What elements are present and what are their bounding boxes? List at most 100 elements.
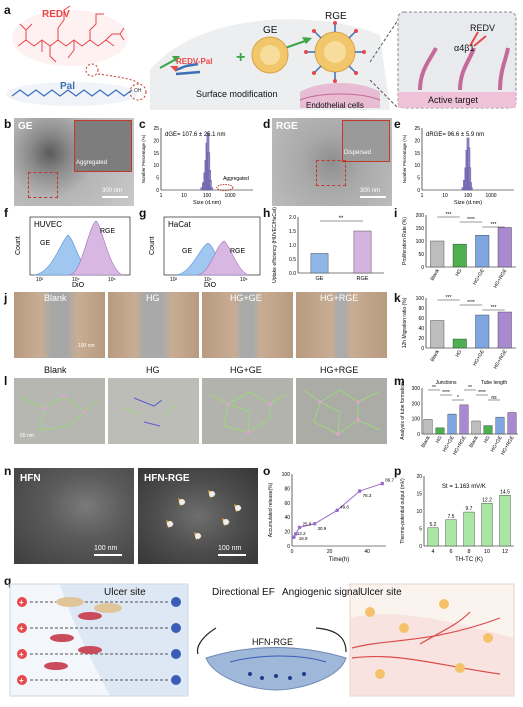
o-point (357, 489, 362, 493)
svg-text:+: + (19, 598, 24, 607)
redv-pal-label: REDV-Pal (176, 57, 213, 66)
zoom-lines (369, 19, 399, 109)
chart-e: 1 10 100 1000 0 5 10 15 20 25 dRGE= 96.6 ± 5.9 nm N… (402, 126, 514, 206)
c-xtick: 1000 (224, 193, 235, 199)
sem-hfn (14, 468, 134, 564)
o-point-label: 30.9 (318, 526, 327, 531)
p-bar (499, 495, 511, 547)
p-xtick: 4 (431, 549, 434, 555)
ulcer-site-left: Ulcer site (104, 587, 146, 598)
panel-label-j: j (4, 291, 8, 305)
chart-i: 0 50 100 150 200 Blank HG HG+GE HG+RGE Proliferat… (402, 212, 516, 289)
p-bar-label: 12.2 (482, 497, 492, 503)
redv-molecule (17, 5, 125, 63)
flow-f-rge-label: RGE (100, 228, 116, 235)
h-xtick: RGE (357, 276, 369, 282)
flow-f-ylabel: Count (15, 236, 22, 255)
plus-sign: + (236, 49, 245, 66)
flow-g-title: HaCat (168, 220, 191, 229)
e-xlabel: Size (d.nm) (454, 200, 482, 206)
tube-blank (14, 378, 105, 444)
sem-arrows (166, 490, 242, 540)
panel-q-schematic: + + + + Ulcer site Directional EF Angiogeni… (0, 578, 523, 702)
c-bar (210, 187, 213, 191)
tem-image-ge: GE Aggregated 300 nm (14, 118, 134, 206)
c-ytick: 15 (153, 151, 159, 157)
o-point-label: 12.2 (297, 531, 306, 536)
p-xtick: 12 (502, 549, 508, 555)
p-ytick: 0 (419, 544, 422, 550)
e-xtick: 10 (442, 193, 448, 199)
flow-g-rge-label: RGE (230, 248, 246, 255)
o-point (312, 521, 317, 526)
k-ylabel: 12h Migration ratio (%) (402, 297, 408, 348)
a4b1-label: α4β1 (454, 43, 475, 53)
sem-hfn-rge-label: HFN-RGE (144, 473, 190, 484)
panel-label-q: q (4, 574, 12, 588)
p-xtick: 8 (467, 549, 470, 555)
pal-glow (6, 82, 138, 106)
scale-bar-label: 300 nm (102, 188, 123, 194)
h-ylabel: Uptake efficiency (HUVEC/HaCat) (272, 207, 278, 283)
p-xlabel: TH-TC (K) (455, 557, 483, 563)
migration-hg-ge (202, 292, 293, 358)
target-ligand (469, 31, 487, 47)
hfn-rge-device (205, 647, 347, 691)
endothelial-label: Endothelial cells (306, 101, 364, 110)
k-ytick: 60 (418, 316, 424, 322)
redv-pal-glyph (175, 62, 201, 76)
schematic-a-svg: + (6, 5, 517, 110)
surface-mod-label: Surface modification (196, 89, 278, 99)
flow-f-xtick-2: 10⁶ (108, 277, 116, 283)
panel-label-o: o (263, 464, 271, 478)
p-ylabel: Thermo-potential output (mV) (400, 478, 406, 544)
flow-f-title: HUVEC (34, 220, 62, 229)
flow-f: GE RGE HUVEC DiO Count 10² 10⁴ 10⁶ (15, 216, 131, 289)
svg-text:+: + (19, 650, 24, 659)
e-bar (470, 187, 473, 191)
sem-scale-right: 100 nm (218, 545, 242, 552)
o-ytick: 80 (284, 486, 290, 492)
k-ytick: 80 (418, 306, 424, 312)
k-ytick: 100 (416, 296, 425, 302)
flow-f-xlabel: DiO (72, 282, 85, 289)
o-ytick: 60 (284, 501, 290, 507)
inset-aggregated (74, 120, 132, 172)
i-xtick: HG+GE (472, 267, 486, 286)
sem-scale-bar-left (94, 554, 122, 556)
target-receptors (418, 47, 510, 91)
flow-f-xtick-0: 10² (36, 277, 44, 283)
c-ytick: 0 (156, 188, 159, 194)
svg-text:+: + (19, 624, 24, 633)
k-bar (497, 311, 512, 349)
p-ytick: 10 (416, 509, 422, 515)
c-xtick: 10 (181, 193, 187, 199)
sem-scale-left: 100 nm (94, 545, 118, 552)
migration-label-hg-rge: HG+RGE (320, 293, 359, 303)
c-xtick: 1 (160, 193, 163, 199)
p-annot: St = 1.163 mV/K (442, 484, 486, 490)
tube-label-blank: Blank (44, 365, 67, 375)
p-bar-label: 9.7 (466, 506, 473, 512)
panel-j-images: Blank HG HG+GE HG+RGE 100 nm (14, 292, 388, 358)
scale-bar (102, 196, 128, 198)
panel-label-c: c (139, 117, 146, 131)
chart-h: 0.0 0.5 1.0 1.5 2.0 GE RGE Uptake efficiency (H… (272, 207, 384, 283)
green-arrow-2 (284, 39, 309, 49)
c-ytick: 5 (156, 176, 159, 182)
directional-ef-label: Directional EF (212, 587, 275, 598)
m-bar (423, 419, 433, 435)
p-bar (481, 503, 493, 547)
m-xtick: Blank (420, 435, 432, 449)
chart-o: 0 20 40 60 80 100 0 20 40 12.216.9 25.8 30.9 49.6 76.… (268, 472, 394, 563)
flow-g-ge-label: GE (182, 248, 192, 255)
inset-source-box-rge (316, 160, 346, 186)
migration-scale-label: 100 nm (78, 343, 95, 349)
m-bar (495, 416, 505, 435)
k-sig: *** (446, 295, 452, 301)
e-ytick: 10 (414, 163, 420, 169)
panel-label-d: d (263, 117, 271, 131)
panel-label-l: l (4, 374, 8, 388)
k-ytick: 0 (421, 346, 424, 352)
h-ytick: 0.0 (289, 271, 296, 277)
